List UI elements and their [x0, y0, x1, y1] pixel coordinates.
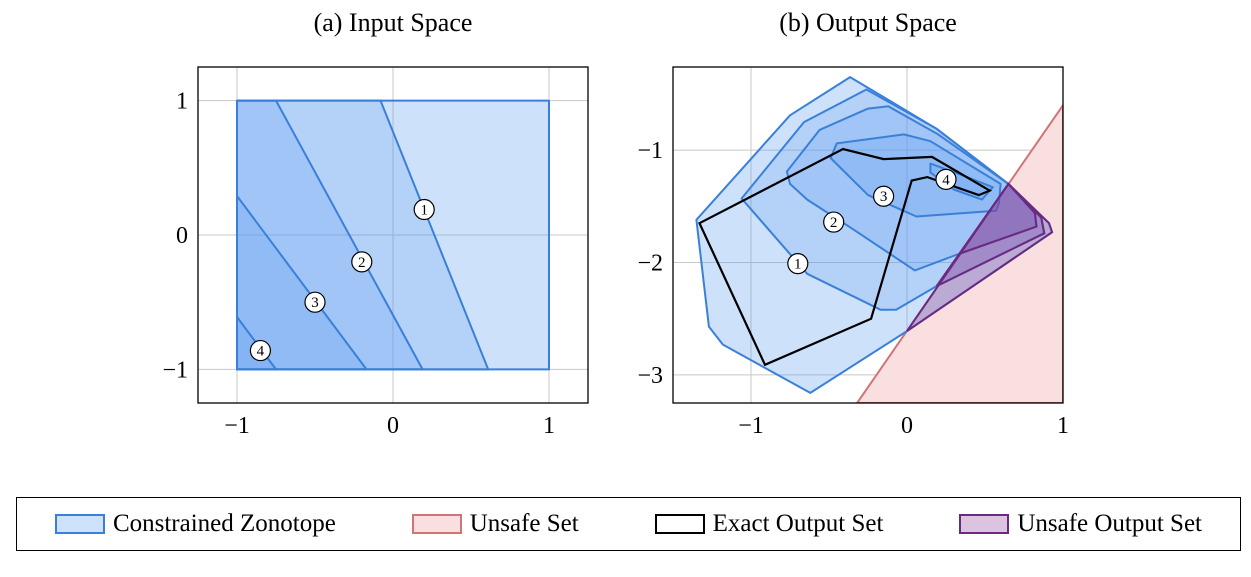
step-label-text: 2 [830, 215, 838, 231]
legend-label: Unsafe Set [469, 510, 579, 537]
step-label-4: 4 [249, 339, 271, 362]
legend-item-unsafe-output-set: Unsafe Output Set [959, 510, 1202, 538]
step-label-3: 3 [304, 291, 326, 313]
step-label-text: 1 [794, 257, 802, 273]
step-label-circle [787, 253, 809, 275]
y-tick-label: −2 [637, 251, 663, 277]
step-label-text: 1 [420, 202, 428, 218]
x-tick-label: 1 [543, 413, 555, 439]
axes-frame [197, 66, 589, 404]
step-label-1: 1 [413, 198, 435, 221]
y-tick-label: −1 [162, 357, 188, 383]
exact-output-set [698, 147, 993, 367]
legend-swatch [54, 514, 105, 534]
legend-swatch [411, 514, 462, 534]
legend-item-unsafe-set: Unsafe Set [411, 510, 579, 538]
legend: Constrained Zonotope Unsafe Set Exact Ou… [16, 497, 1241, 551]
plot-area [695, 76, 1063, 403]
step-label-circle [304, 291, 326, 313]
step-label-circle [351, 251, 373, 273]
legend-label: Unsafe Output Set [1017, 510, 1203, 537]
x-tick-label: 1 [1057, 413, 1069, 439]
constrained-zonotope-4 [236, 195, 368, 371]
y-tick-label: −1 [637, 138, 663, 164]
step-label-1: 1 [787, 253, 809, 275]
step-label-text: 4 [942, 172, 950, 188]
plot-area [236, 99, 550, 371]
unsafe-output-set-3 [957, 182, 1038, 256]
step-label-2: 2 [351, 251, 373, 273]
legend-swatch [654, 514, 705, 534]
step-label-text: 3 [311, 295, 319, 311]
plot-input-space: (a) Input Space −1 0 1 −1 0 1 1 2 3 4 [162, 8, 589, 439]
x-tick-label: −1 [224, 413, 250, 439]
step-label-text: 3 [880, 189, 888, 205]
step-label-4: 4 [935, 168, 957, 190]
x-tick-label: 0 [387, 413, 399, 439]
step-label-circle [935, 168, 957, 190]
x-tick-label: −1 [738, 413, 764, 439]
legend-item-exact-output-set: Exact Output Set [654, 510, 884, 538]
plot-title: (b) Output Space [779, 8, 957, 37]
step-label-text: 4 [257, 344, 265, 360]
step-label-circle [249, 339, 271, 362]
y-tick-label: 1 [176, 89, 188, 115]
step-label-circle [413, 198, 435, 221]
plot-title: (a) Input Space [314, 8, 473, 37]
step-label-circle [823, 211, 845, 233]
step-label-3: 3 [872, 185, 895, 207]
legend-swatch [959, 514, 1010, 534]
y-tick-label: −3 [637, 363, 663, 389]
y-tick-label: 0 [176, 223, 188, 249]
axes-frame [672, 66, 1064, 404]
step-label-text: 2 [358, 255, 366, 271]
step-label-circle [872, 185, 895, 207]
step-label-2: 2 [823, 211, 845, 233]
x-tick-label: 0 [901, 413, 913, 439]
legend-item-constrained-zonotope: Constrained Zonotope [54, 510, 336, 538]
legend-label: Constrained Zonotope [112, 510, 336, 537]
legend-label: Exact Output Set [712, 510, 884, 537]
plot-output-space: (b) Output Space −1 0 1 −1 −2 −3 1 2 3 4 [637, 8, 1069, 439]
